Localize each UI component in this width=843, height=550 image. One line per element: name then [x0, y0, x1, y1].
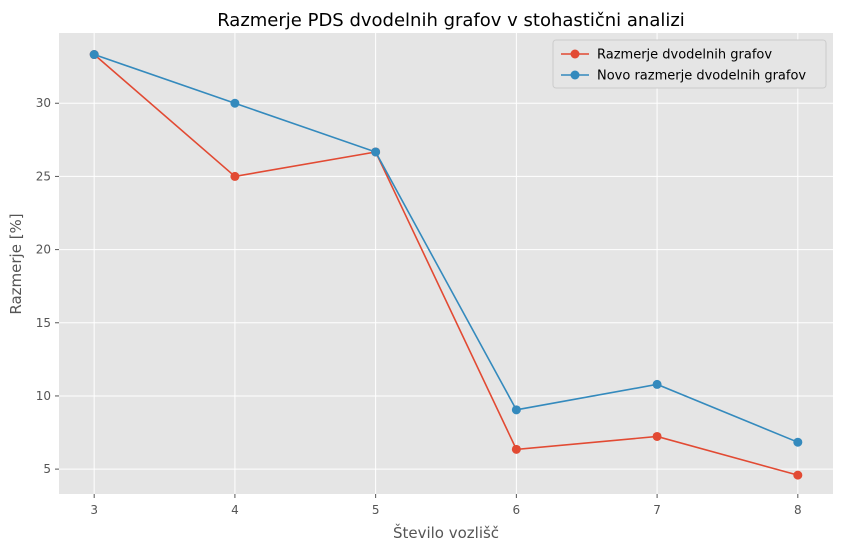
y-axis-label: Razmerje [%]	[7, 213, 25, 314]
y-axis: 5 10 15 20 25 30	[36, 96, 59, 476]
data-point	[89, 50, 99, 60]
x-tick-label: 8	[794, 503, 802, 517]
data-point	[652, 379, 662, 389]
y-tick-label: 5	[43, 462, 51, 476]
y-tick-label: 10	[36, 389, 51, 403]
y-tick-label: 20	[36, 243, 51, 257]
legend-entry: Novo razmerje dvodelnih grafov	[561, 69, 806, 84]
chart-title: Razmerje PDS dvodelnih grafov v stohasti…	[217, 10, 685, 31]
legend-marker	[570, 49, 580, 59]
legend-entry: Razmerje dvodelnih grafov	[561, 48, 772, 63]
data-point	[371, 147, 381, 157]
x-tick-label: 6	[513, 503, 521, 517]
x-axis: 3 4 5 6 7 8	[90, 494, 802, 517]
y-tick-label: 15	[36, 316, 51, 330]
y-tick-label: 30	[36, 96, 51, 110]
legend-label: Razmerje dvodelnih grafov	[597, 48, 772, 63]
series-1	[89, 50, 803, 447]
series-layer	[89, 50, 803, 480]
data-point	[652, 431, 662, 441]
legend: Razmerje dvodelnih grafov Novo razmerje …	[552, 39, 827, 89]
x-tick-label: 3	[90, 503, 98, 517]
data-point	[793, 437, 803, 447]
x-tick-label: 4	[231, 503, 239, 517]
data-point	[511, 405, 521, 415]
x-axis-label: Število vozlišč	[393, 523, 499, 542]
grid	[59, 33, 833, 494]
series-line	[93, 53, 799, 443]
data-point	[793, 470, 803, 480]
legend-box	[552, 39, 827, 89]
legend-label: Novo razmerje dvodelnih grafov	[597, 69, 806, 84]
legend-marker	[570, 70, 580, 80]
data-point	[511, 444, 521, 454]
data-point	[230, 171, 240, 181]
data-point	[230, 98, 240, 108]
y-tick-label: 25	[36, 169, 51, 183]
x-tick-label: 7	[653, 503, 661, 517]
series-line	[93, 53, 799, 476]
x-tick-label: 5	[372, 503, 380, 517]
plot-area	[59, 33, 833, 494]
